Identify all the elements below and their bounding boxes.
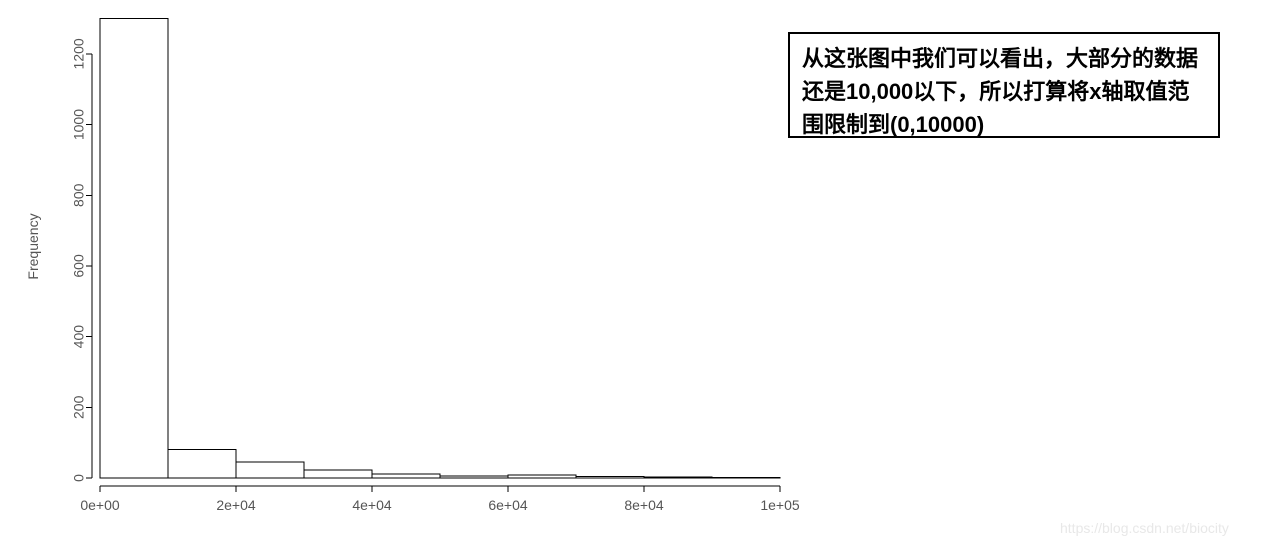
x-tick-label: 8e+04 — [624, 497, 664, 513]
x-tick-label: 2e+04 — [216, 497, 256, 513]
y-tick-label: 800 — [71, 183, 87, 207]
y-tick-label: 400 — [71, 325, 87, 349]
y-tick-label: 0 — [71, 474, 87, 482]
histogram-bar — [100, 19, 168, 478]
histogram-bar — [168, 450, 236, 478]
y-tick-label: 1200 — [71, 38, 87, 69]
x-tick-label: 6e+04 — [488, 497, 528, 513]
page-container: { "chart": { "type": "histogram", "plot_… — [0, 0, 1261, 544]
x-tick-label: 0e+00 — [80, 497, 120, 513]
x-tick-label: 1e+05 — [760, 497, 800, 513]
histogram-bar — [644, 477, 712, 478]
histogram-bar — [236, 462, 304, 478]
x-tick-label: 4e+04 — [352, 497, 392, 513]
histogram-bar — [372, 474, 440, 478]
watermark-text: https://blog.csdn.net/biocity — [1060, 520, 1229, 536]
histogram-bar — [440, 476, 508, 478]
histogram-bar — [508, 475, 576, 478]
histogram-bar — [576, 477, 644, 478]
y-tick-label: 600 — [71, 254, 87, 278]
y-axis-label: Frequency — [25, 213, 41, 279]
annotation-text: 从这张图中我们可以看出，大部分的数据还是10,000以下，所以打算将x轴取值范围… — [802, 46, 1198, 137]
y-tick-label: 200 — [71, 395, 87, 419]
y-tick-label: 1000 — [71, 109, 87, 140]
annotation-callout: 从这张图中我们可以看出，大部分的数据还是10,000以下，所以打算将x轴取值范围… — [788, 32, 1220, 138]
histogram-bar — [304, 470, 372, 478]
histogram-bar — [712, 477, 780, 478]
